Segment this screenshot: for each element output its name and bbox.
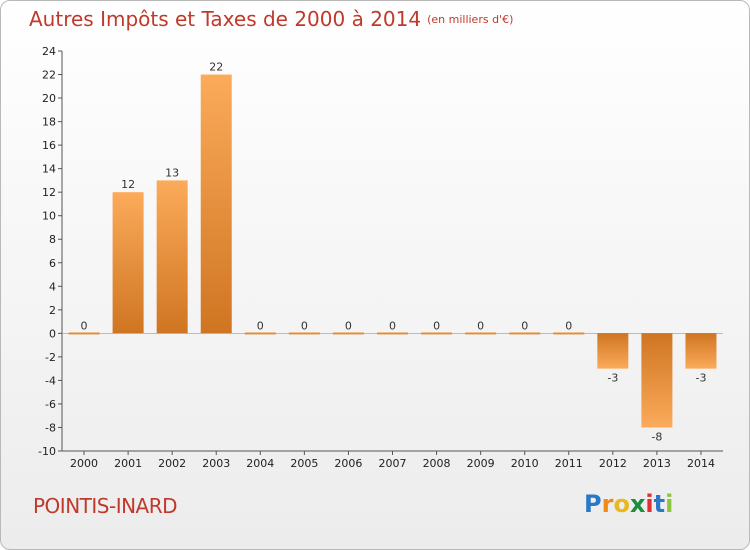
logo-letter: o	[613, 490, 630, 518]
chart-unit: (en milliers d'€)	[427, 13, 514, 26]
bar	[685, 333, 717, 369]
bar	[597, 333, 629, 369]
bar	[200, 74, 232, 334]
y-tick-label: 2	[49, 304, 56, 317]
x-tick-label: 2008	[423, 457, 451, 470]
bar	[421, 332, 453, 335]
bar	[509, 332, 541, 335]
proxiti-logo: Proxiti	[584, 490, 673, 518]
y-tick-label: -2	[45, 351, 56, 364]
x-tick-label: 2009	[467, 457, 495, 470]
x-tick-label: 2004	[246, 457, 274, 470]
bar	[244, 332, 276, 335]
bar	[112, 192, 144, 334]
data-label: 0	[81, 319, 88, 332]
y-tick-label: -4	[45, 374, 56, 387]
data-label: 22	[209, 61, 223, 74]
data-label: 0	[565, 319, 572, 332]
logo-letter: x	[629, 490, 646, 518]
data-label: 0	[389, 319, 396, 332]
data-label: 0	[301, 319, 308, 332]
x-tick-label: 2002	[158, 457, 186, 470]
y-tick-label: 24	[42, 45, 56, 58]
bar	[553, 332, 585, 335]
logo-letter: r	[601, 490, 614, 518]
data-label: -8	[651, 430, 662, 443]
y-tick-label: -6	[45, 398, 56, 411]
chart-title: Autres Impôts et Taxes de 2000 à 2014 (en…	[29, 7, 513, 31]
x-tick-label: 2003	[202, 457, 230, 470]
y-tick-label: 16	[42, 139, 56, 152]
bar	[156, 180, 188, 334]
chart-title-text: Autres Impôts et Taxes de 2000 à 2014	[29, 7, 422, 31]
data-label: 12	[121, 178, 135, 191]
y-tick-label: 6	[49, 257, 56, 270]
x-tick-label: 2010	[511, 457, 539, 470]
bar	[465, 332, 497, 335]
x-tick-label: 2014	[687, 457, 715, 470]
data-label: -3	[607, 372, 618, 385]
y-tick-label: -10	[38, 445, 56, 458]
logo-letter: i	[645, 490, 654, 518]
data-label: 13	[165, 166, 179, 179]
data-label: 0	[257, 319, 264, 332]
x-tick-label: 2006	[334, 457, 362, 470]
bar	[288, 332, 320, 335]
y-tick-label: 8	[49, 233, 56, 246]
y-tick-label: 12	[42, 186, 56, 199]
x-tick-label: 2011	[555, 457, 583, 470]
bar	[641, 333, 673, 428]
y-tick-label: 4	[49, 280, 56, 293]
y-tick-label: 14	[42, 163, 56, 176]
y-tick-label: 0	[49, 327, 56, 340]
bar	[377, 332, 408, 335]
bar	[68, 332, 100, 335]
x-tick-label: 2005	[290, 457, 318, 470]
data-label: 0	[477, 319, 484, 332]
data-label: 0	[521, 319, 528, 332]
logo-letter: t	[653, 490, 666, 518]
x-tick-label: 2007	[379, 457, 407, 470]
x-tick-label: 2000	[70, 457, 98, 470]
y-tick-label: 18	[42, 116, 56, 129]
logo-letter: i	[665, 490, 674, 518]
y-tick-label: 20	[42, 92, 56, 105]
commune-name: POINTIS-INARD	[33, 494, 178, 518]
bar	[332, 332, 364, 335]
y-tick-label: -8	[45, 421, 56, 434]
data-label: 0	[433, 319, 440, 332]
y-tick-label: 22	[42, 69, 56, 82]
y-tick-label: 10	[42, 210, 56, 223]
data-label: -3	[695, 372, 706, 385]
data-label: 0	[345, 319, 352, 332]
x-tick-label: 2013	[643, 457, 671, 470]
x-tick-label: 2012	[599, 457, 627, 470]
x-tick-label: 2001	[114, 457, 142, 470]
logo-letter: P	[584, 490, 602, 518]
